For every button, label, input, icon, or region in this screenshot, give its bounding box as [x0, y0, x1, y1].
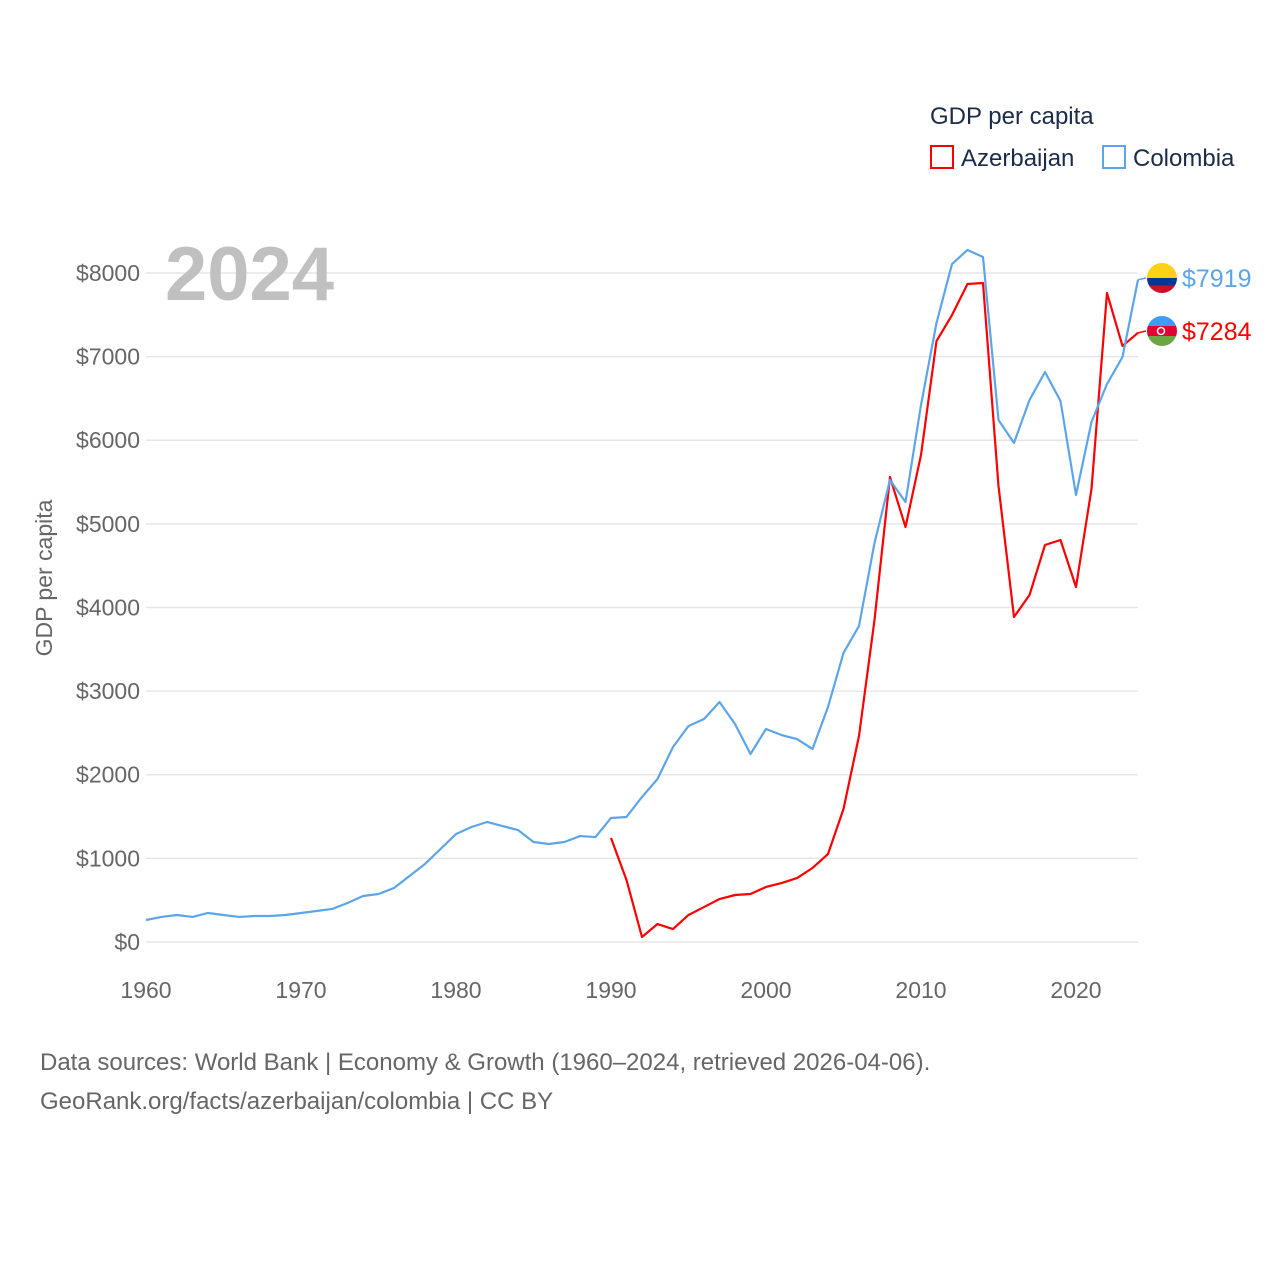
end-value-label: $7284	[1182, 318, 1252, 346]
legend-title: GDP per capita	[930, 103, 1094, 130]
end-connector	[1137, 330, 1147, 334]
data-sources: Data sources: World Bank | Economy & Gro…	[40, 1043, 930, 1121]
series-line-azerbaijan	[609, 281, 1139, 939]
source-line-2: GeoRank.org/facts/azerbaijan/colombia | …	[40, 1088, 554, 1115]
y-tick-label: $1000	[76, 845, 140, 871]
x-tick-label: 1960	[120, 977, 171, 1003]
x-tick-label: 1990	[585, 977, 636, 1003]
azerbaijan-flag-icon	[1147, 316, 1177, 346]
y-tick-label: $3000	[76, 678, 140, 704]
y-axis-label: GDP per capita	[31, 499, 57, 656]
legend-label: Azerbaijan	[961, 145, 1074, 172]
y-tick-label: $2000	[76, 762, 140, 788]
x-tick-label: 2010	[895, 977, 946, 1003]
legend-swatch	[930, 145, 954, 169]
source-line-1: Data sources: World Bank | Economy & Gro…	[40, 1049, 931, 1076]
x-tick-label: 1970	[275, 977, 326, 1003]
y-tick-label: $6000	[76, 427, 140, 453]
y-tick-label: $7000	[76, 344, 140, 370]
series-line-colombia	[145, 248, 1140, 922]
x-tick-label: 2020	[1050, 977, 1101, 1003]
colombia-flag-icon	[1147, 263, 1177, 293]
legend-swatch	[1102, 145, 1126, 169]
end-value-label: $7919	[1182, 265, 1252, 293]
y-tick-label: $0	[114, 929, 140, 955]
x-tick-label: 1980	[430, 977, 481, 1003]
y-tick-label: $5000	[76, 511, 140, 537]
year-label: 2024	[165, 232, 334, 317]
y-tick-label: $4000	[76, 594, 140, 620]
y-tick-label: $8000	[76, 260, 140, 286]
end-connector	[1137, 277, 1147, 281]
x-tick-label: 2000	[740, 977, 791, 1003]
legend-label: Colombia	[1133, 145, 1235, 172]
